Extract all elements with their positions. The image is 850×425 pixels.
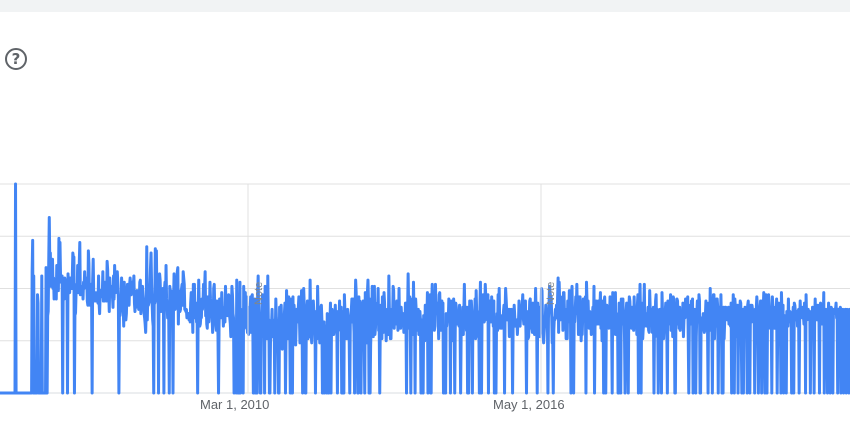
note-annotation[interactable]: Note [253, 282, 265, 305]
x-tick-label: Mar 1, 2010 [200, 397, 269, 412]
notes-layer: Note Note [253, 282, 557, 305]
top-bar [0, 0, 850, 12]
series-line[interactable] [0, 182, 850, 395]
series-layer [0, 182, 850, 395]
help-icon[interactable]: ? [5, 48, 27, 70]
note-annotation[interactable]: Note [545, 282, 557, 305]
x-axis-ticks: Mar 1, 2010 May 1, 2016 [200, 184, 565, 412]
x-tick-label: May 1, 2016 [493, 397, 565, 412]
